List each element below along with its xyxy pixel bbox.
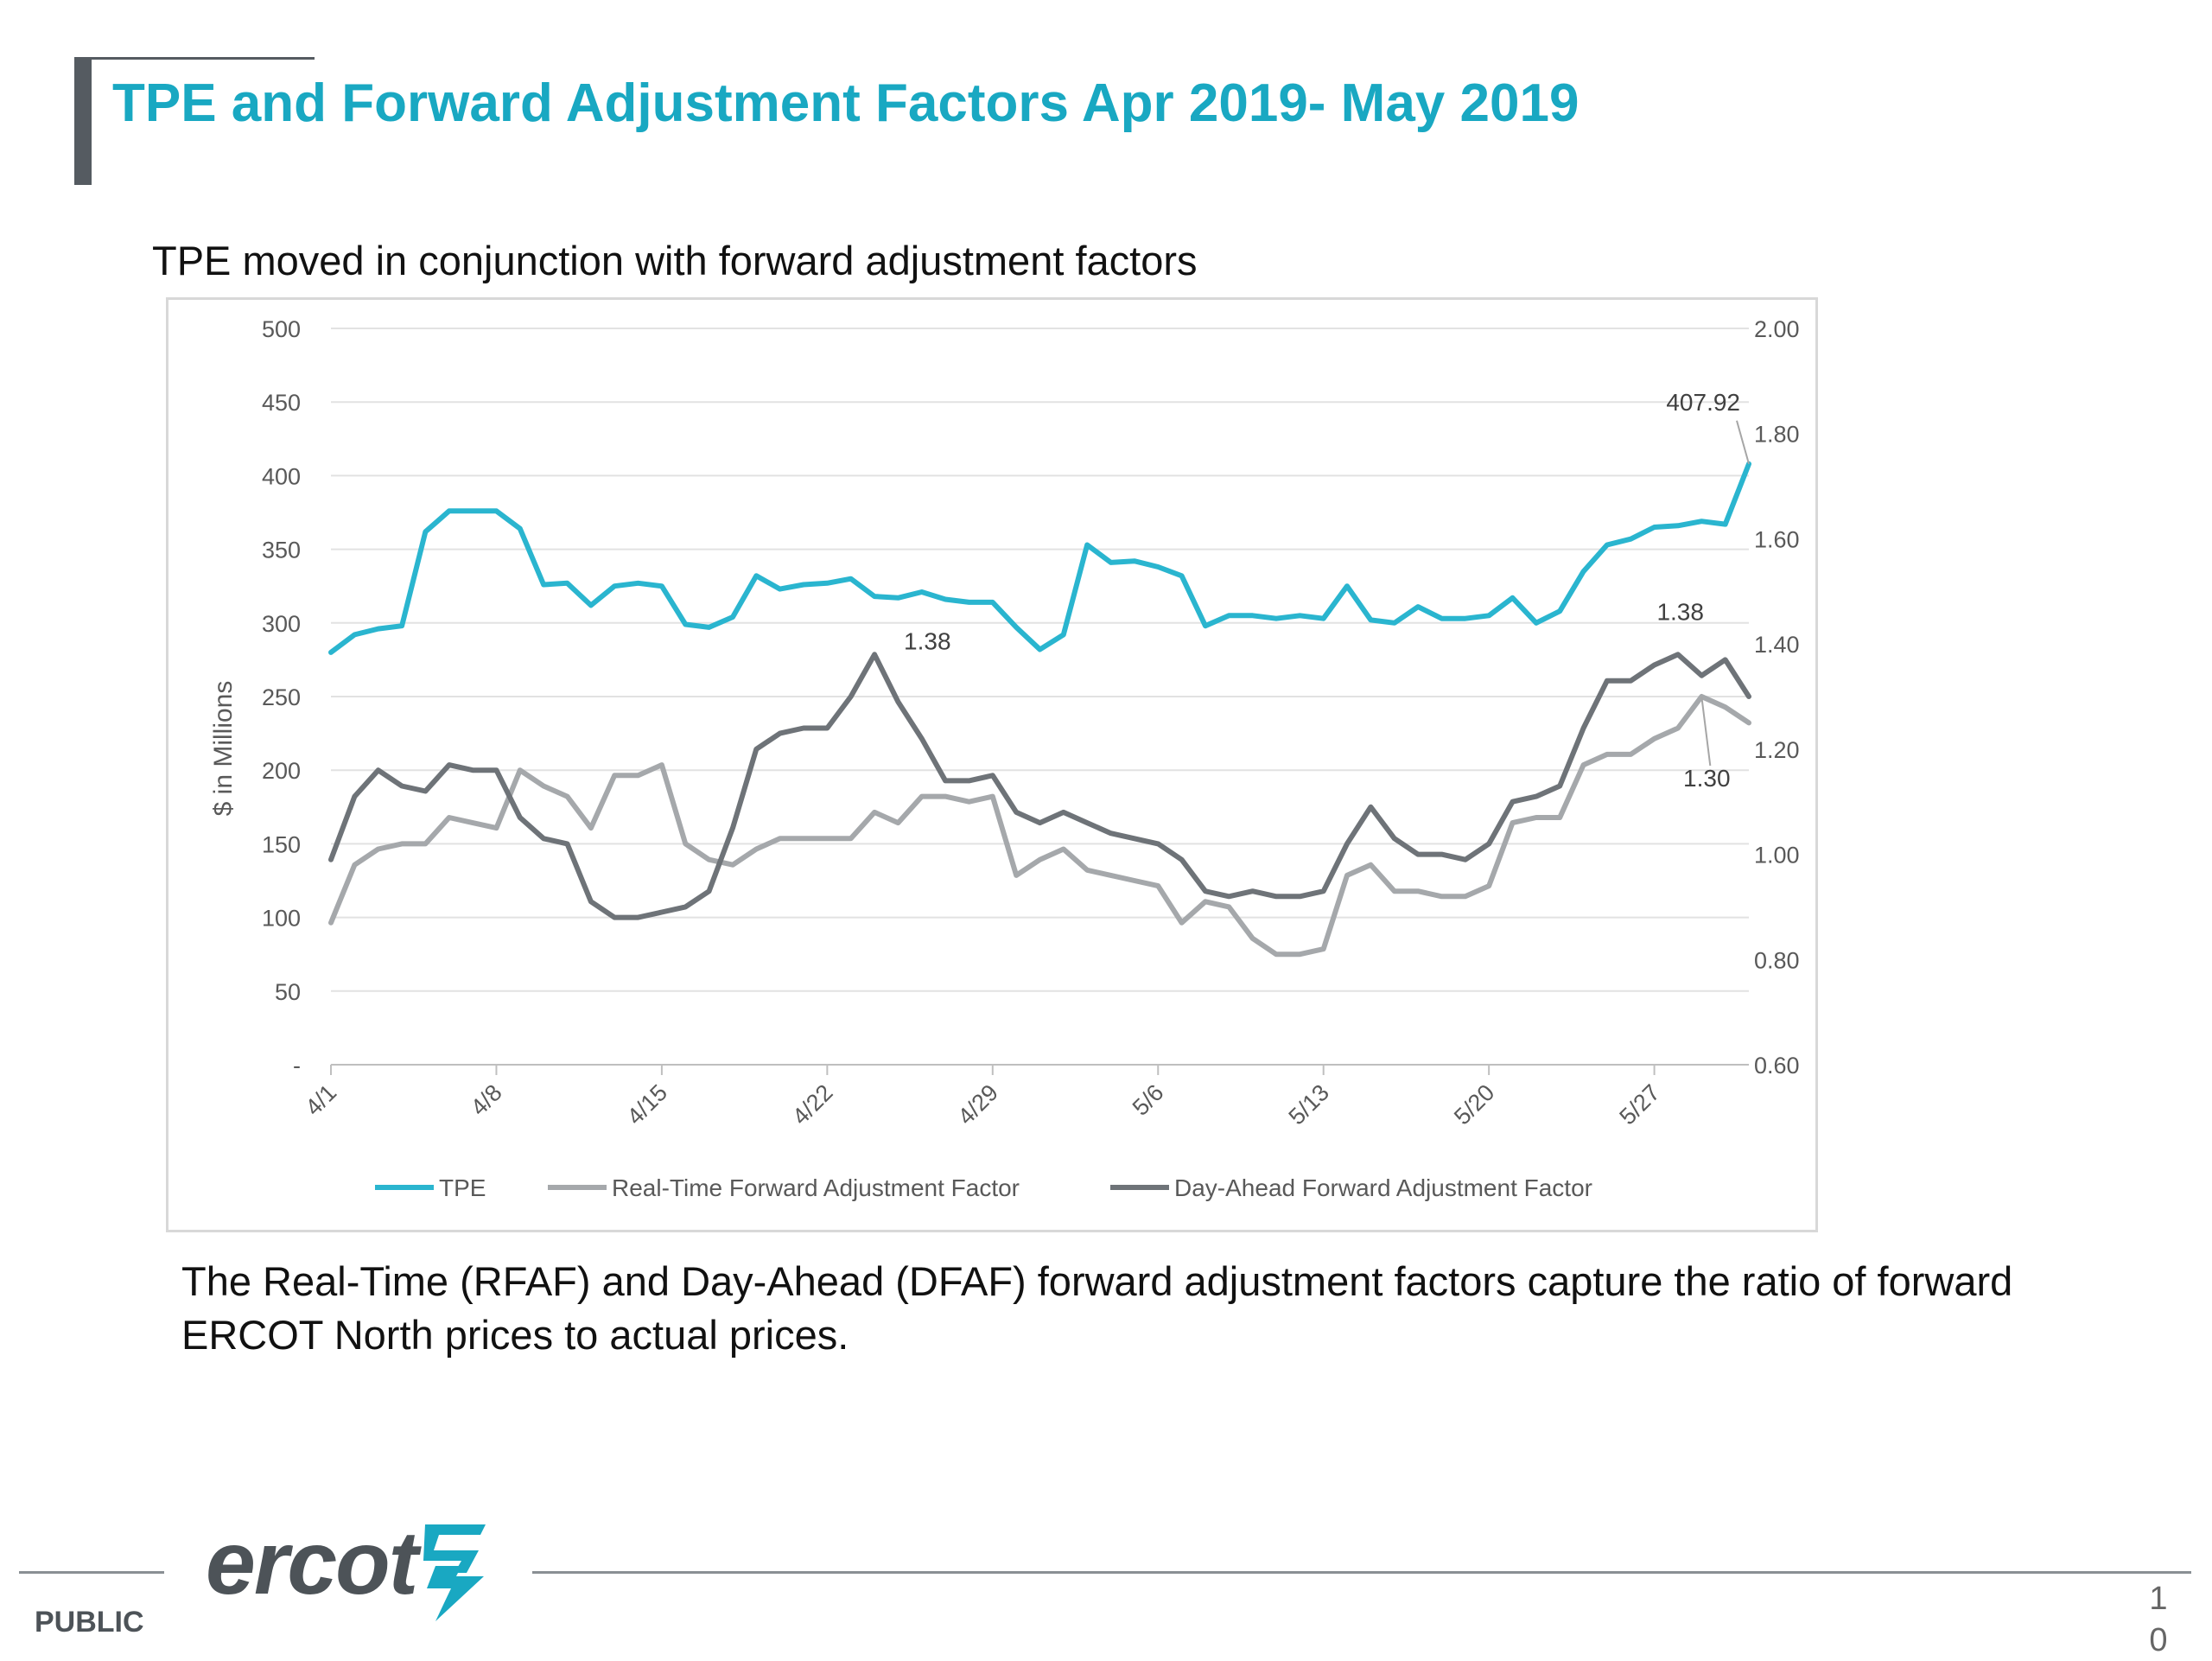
title-top-rule bbox=[92, 57, 315, 60]
classification-label: PUBLIC bbox=[35, 1606, 144, 1639]
logo-text: ercot bbox=[206, 1513, 418, 1613]
footer-rule-left bbox=[19, 1571, 164, 1574]
slide-caption: The Real-Time (RFAF) and Day-Ahead (DFAF… bbox=[181, 1258, 2013, 1358]
ercot-logo: ercot bbox=[206, 1513, 499, 1621]
chart-subtitle: TPE moved in conjunction with forward ad… bbox=[152, 238, 1198, 283]
page-title: TPE and Forward Adjustment Factors Apr 2… bbox=[112, 73, 1580, 133]
chart-frame bbox=[166, 297, 1818, 1232]
title-accent-bar bbox=[74, 57, 92, 185]
ercot-lightning-icon bbox=[423, 1524, 486, 1621]
footer-rule-right bbox=[532, 1571, 2191, 1574]
